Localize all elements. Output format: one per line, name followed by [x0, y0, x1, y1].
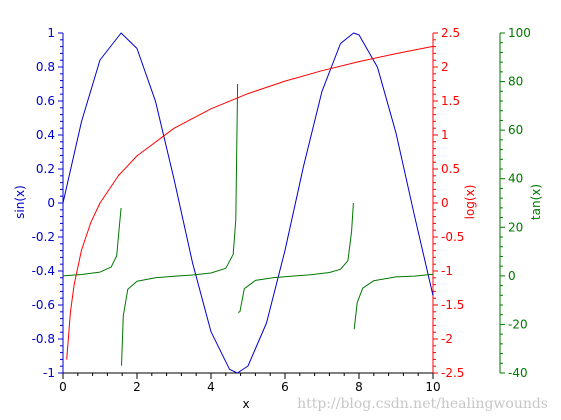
- y-tick-label-sin-10: 1: [47, 26, 55, 40]
- series-line-log: [66, 45, 434, 360]
- y-axis-title-sin: sin(x): [13, 185, 27, 219]
- y-tick-label-sin-2: -0.6: [32, 298, 55, 312]
- watermark-text: http://blog.csdn.net/healingwounds: [297, 396, 548, 412]
- y-tick-label-log-9: 2: [441, 60, 449, 74]
- x-axis-title: x: [242, 397, 249, 411]
- y-tick-label-log-10: 2.5: [441, 26, 460, 40]
- y-tick-label-sin-4: -0.2: [32, 230, 55, 244]
- y-tick-label-sin-3: -0.4: [32, 264, 55, 278]
- y-tick-label-tan-7: 100: [508, 26, 531, 40]
- y-tick-label-log-3: -1: [441, 264, 453, 278]
- y-tick-label-sin-5: 0: [47, 196, 55, 210]
- y-tick-label-sin-6: 0.2: [36, 162, 55, 176]
- series-line-tan-segment-2: [237, 202, 354, 313]
- y-tick-label-tan-6: 80: [508, 75, 523, 89]
- series-line-tan-segment-3: [353, 273, 434, 330]
- axes-layer: 0 2 4 6 8 10-1-0.8-0.6-0.4-0.200.20.40.60.81-…: [32, 26, 531, 394]
- x-tick-label-0: 0: [59, 380, 67, 394]
- y-tick-label-tan-4: 40: [508, 172, 523, 186]
- y-tick-label-sin-9: 0.8: [36, 60, 55, 74]
- series-layer: [62, 32, 434, 374]
- y-tick-label-sin-8: 0.6: [36, 94, 55, 108]
- x-tick-label-5: 10: [425, 380, 440, 394]
- series-line-tan-segment-0: [62, 207, 122, 277]
- y-tick-label-log-4: -0.5: [441, 230, 464, 244]
- y-tick-label-sin-1: -0.8: [32, 332, 55, 346]
- series-line-tan-segment-1: [121, 83, 239, 366]
- y-tick-label-tan-3: 20: [508, 220, 523, 234]
- y-tick-label-log-8: 1.5: [441, 94, 460, 108]
- x-tick-label-2: 4: [207, 380, 215, 394]
- x-tick-label-1: 2: [133, 380, 141, 394]
- y-tick-label-log-2: -1.5: [441, 298, 464, 312]
- y-tick-label-log-6: 0.5: [441, 162, 460, 176]
- series-line-sin: [62, 32, 434, 374]
- y-tick-label-log-5: 0: [441, 196, 449, 210]
- y-tick-label-log-7: 1: [441, 128, 449, 142]
- y-tick-label-tan-0: -40: [508, 366, 528, 380]
- y-tick-label-log-1: -2: [441, 332, 453, 346]
- y-tick-label-sin-0: -1: [43, 366, 55, 380]
- x-tick-label-3: 6: [281, 380, 289, 394]
- y-axis-title-log: log(x): [463, 185, 477, 220]
- y-tick-label-tan-1: -20: [508, 317, 528, 331]
- y-tick-label-tan-2: 0: [508, 269, 516, 283]
- y-axis-title-tan: tan(x): [529, 184, 543, 220]
- x-tick-label-4: 8: [355, 380, 363, 394]
- y-tick-label-log-0: -2.5: [441, 366, 464, 380]
- y-tick-label-tan-5: 60: [508, 123, 523, 137]
- y-tick-label-sin-7: 0.4: [36, 128, 55, 142]
